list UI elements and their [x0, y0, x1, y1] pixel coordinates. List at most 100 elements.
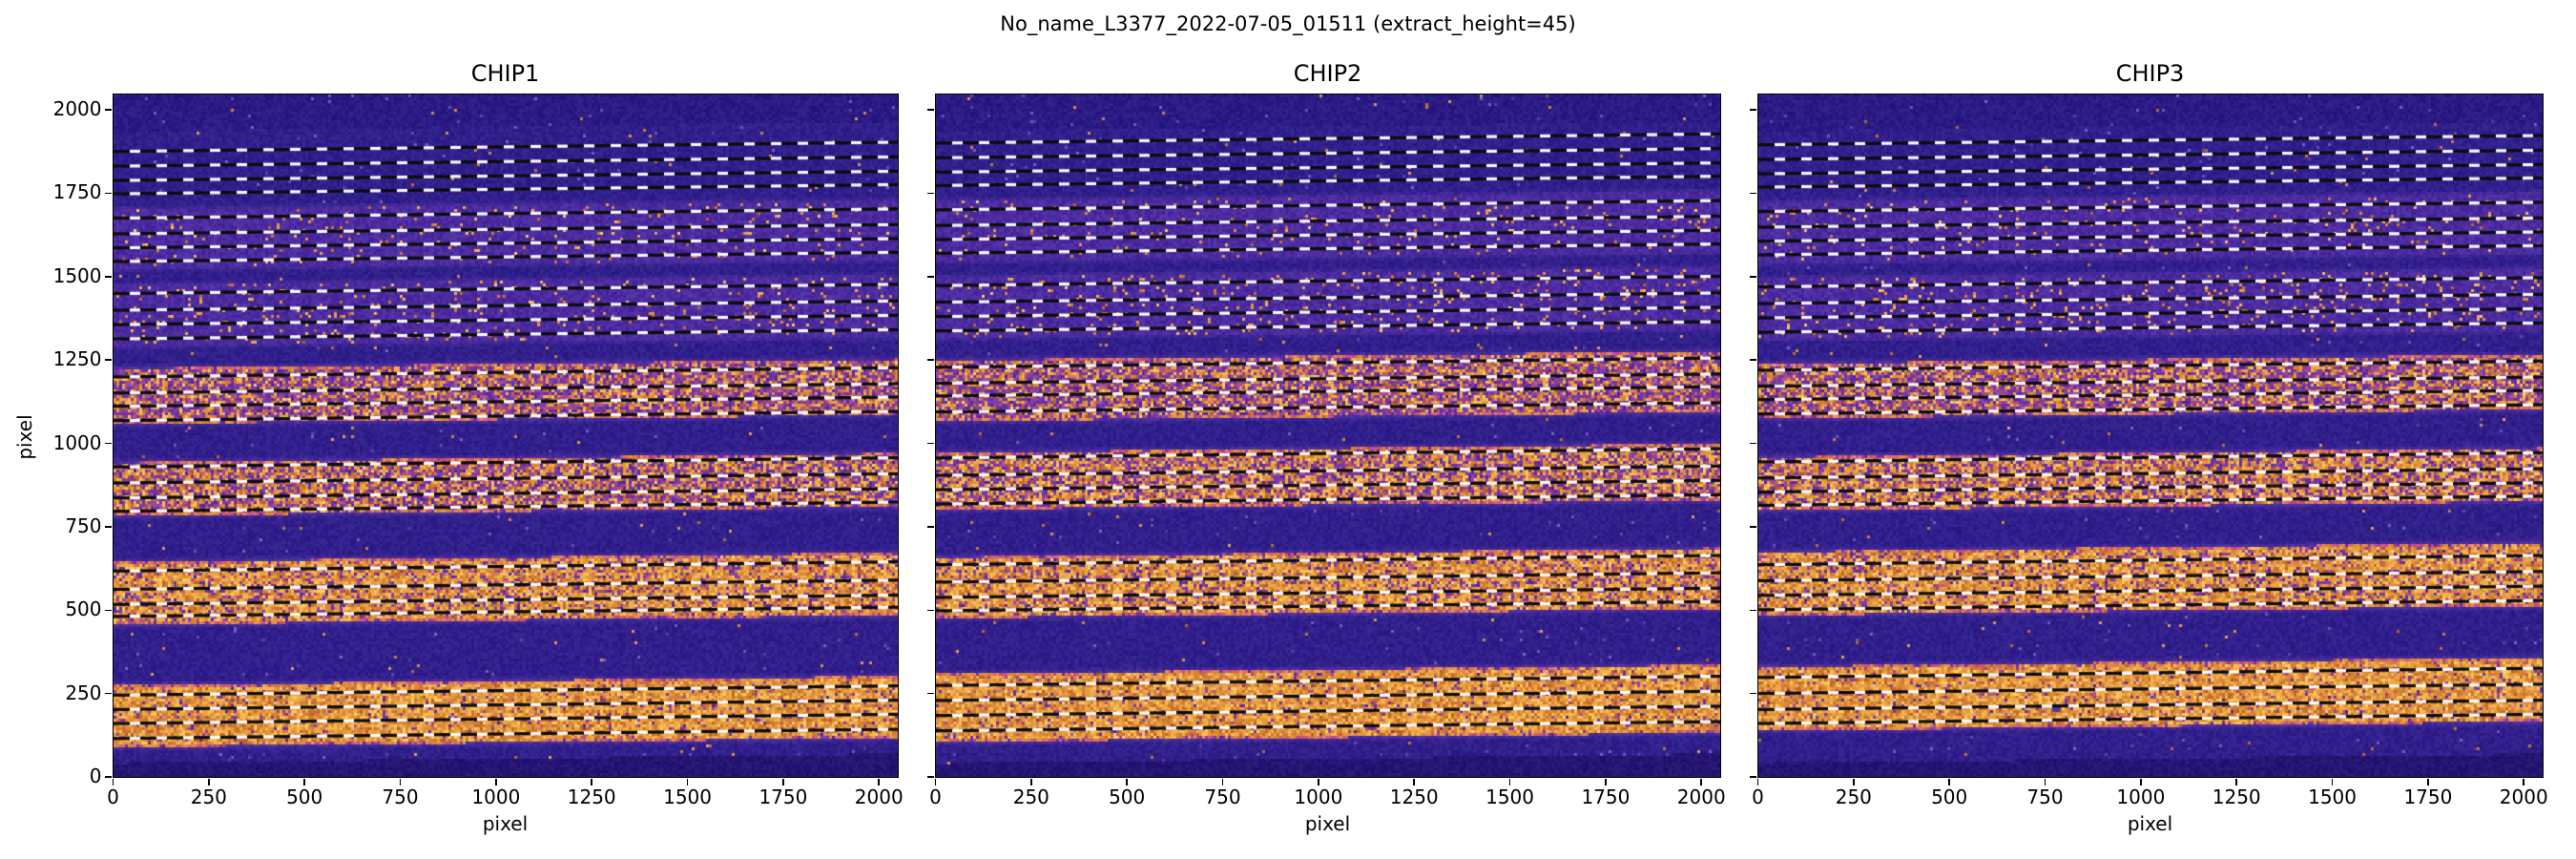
chip2-heatmap-image	[935, 94, 1720, 777]
y-tick-mark	[1750, 776, 1756, 778]
x-tick-label: 1250	[567, 786, 616, 808]
x-tick-mark	[112, 778, 114, 786]
x-tick-label: 750	[1204, 786, 1241, 808]
y-tick-mark	[1750, 276, 1756, 278]
x-tick-label: 1750	[2403, 786, 2453, 808]
x-tick-label: 500	[286, 786, 323, 808]
y-tick-mark	[105, 442, 112, 445]
panel-chip2: CHIP2 pixel 0 250 500 750 1000 1250 1500 1750 20…	[927, 60, 1726, 835]
x-tick-mark	[878, 778, 880, 786]
x-tick-mark	[208, 778, 210, 786]
y-tick-label: 1000	[52, 430, 102, 454]
x-tick-label: 1250	[2212, 786, 2261, 808]
y-tick-mark	[1750, 526, 1756, 528]
x-tick-mark	[2235, 778, 2237, 786]
x-tick-label: 500	[1931, 786, 1968, 808]
x-tick-label: 1000	[1294, 786, 1343, 808]
x-tick-mark	[1508, 778, 1511, 786]
x-tick-label: 0	[107, 786, 119, 808]
panel-chip3-title: CHIP3	[2115, 60, 2185, 87]
y-tick-mark	[105, 359, 112, 361]
y-tick-mark	[927, 776, 934, 778]
x-tick-label: 2000	[854, 786, 904, 808]
panel-chip3: CHIP3 pixel 0 250 500 750 1000 1250 1500 1750 20…	[1750, 60, 2548, 835]
x-tick-mark	[1318, 778, 1319, 786]
y-tick-mark	[1750, 109, 1756, 111]
y-tick-mark	[927, 109, 934, 111]
x-tick-label: 2000	[1676, 786, 1726, 808]
x-tick-mark	[1030, 778, 1032, 786]
x-tick-mark	[1853, 778, 1855, 786]
y-tick-mark	[105, 526, 112, 528]
x-tick-label: 1250	[1389, 786, 1439, 808]
y-tick-mark	[927, 192, 934, 195]
x-tick-mark	[2140, 778, 2142, 786]
y-tick-mark	[927, 359, 934, 361]
x-tick-mark	[934, 778, 937, 786]
y-tick-mark	[927, 442, 934, 445]
y-tick-label: 500	[65, 597, 102, 621]
y-tick-mark	[105, 692, 112, 695]
y-tick-label: 1500	[52, 263, 102, 287]
y-tick-mark	[105, 609, 112, 612]
x-tick-label: 1000	[2116, 786, 2166, 808]
x-tick-label: 0	[1752, 786, 1764, 808]
x-tick-label: 500	[1109, 786, 1146, 808]
y-tick-mark	[1750, 442, 1756, 445]
x-tick-mark	[1756, 778, 1759, 786]
y-tick-label: 750	[65, 513, 102, 537]
chip3-heatmap-image	[1757, 94, 2543, 777]
x-tick-mark	[495, 778, 497, 786]
x-tick-label: 750	[2026, 786, 2064, 808]
x-tick-label: 0	[929, 786, 942, 808]
y-tick-label: 250	[65, 681, 102, 704]
x-tick-mark	[1605, 778, 1607, 786]
panel-chip2-title: CHIP2	[1293, 60, 1362, 87]
x-tick-mark	[686, 778, 689, 786]
y-tick-mark	[927, 692, 934, 695]
x-tick-label: 250	[1835, 786, 1872, 808]
figure-title: No_name_L3377_2022-07-05_01511 (extract_…	[1000, 12, 1576, 35]
x-axis-label: pixel	[482, 812, 529, 835]
x-axis-label: pixel	[2127, 812, 2173, 835]
x-tick-mark	[2044, 778, 2046, 786]
x-axis-label: pixel	[1304, 812, 1351, 835]
y-tick-mark	[105, 276, 112, 278]
y-tick-mark	[1750, 692, 1756, 695]
x-tick-label: 1500	[1485, 786, 1534, 808]
y-tick-mark	[105, 776, 112, 778]
x-tick-mark	[1948, 778, 1950, 786]
y-tick-label: 1750	[52, 180, 102, 204]
x-tick-mark	[1700, 778, 1702, 786]
y-tick-label: 0	[89, 765, 102, 787]
y-tick-mark	[1750, 192, 1756, 195]
x-tick-mark	[1126, 778, 1128, 786]
x-tick-mark	[1413, 778, 1415, 786]
y-tick-mark	[1750, 609, 1756, 612]
y-tick-mark	[927, 609, 934, 612]
x-tick-mark	[1221, 778, 1224, 786]
panel-chip1: CHIP1 pixel 0 250 500 750 1000 1250 1500 1750 20…	[53, 60, 904, 835]
y-tick-mark	[927, 526, 934, 528]
x-tick-label: 1750	[758, 786, 808, 808]
y-tick-mark	[105, 192, 112, 195]
x-tick-mark	[2523, 778, 2524, 786]
x-tick-label: 750	[382, 786, 419, 808]
x-tick-mark	[591, 778, 592, 786]
x-tick-mark	[399, 778, 402, 786]
x-tick-label: 250	[190, 786, 227, 808]
y-tick-label: 2000	[52, 97, 102, 121]
x-tick-label: 1750	[1581, 786, 1631, 808]
x-tick-label: 1500	[663, 786, 712, 808]
y-tick-mark	[1750, 359, 1756, 361]
y-tick-mark	[927, 276, 934, 278]
x-tick-mark	[2427, 778, 2429, 786]
x-tick-mark	[782, 778, 784, 786]
panel-chip1-title: CHIP1	[470, 60, 540, 87]
y-tick-label: 1250	[52, 347, 102, 371]
x-tick-label: 1000	[471, 786, 521, 808]
x-tick-label: 2000	[2499, 786, 2548, 808]
y-tick-mark	[105, 109, 112, 111]
x-tick-mark	[2331, 778, 2334, 786]
x-tick-label: 1500	[2308, 786, 2357, 808]
